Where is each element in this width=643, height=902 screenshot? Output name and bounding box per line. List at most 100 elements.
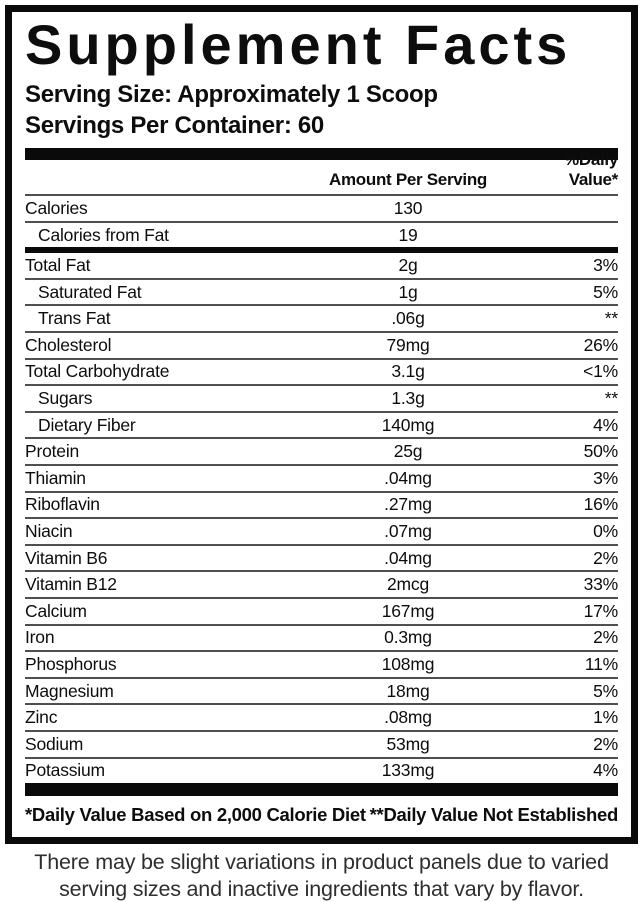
- column-header-amount: Amount Per Serving: [328, 170, 488, 190]
- nutrient-row: Phosphorus 108mg 11%: [25, 652, 618, 679]
- nutrient-amount: .04mg: [384, 467, 432, 488]
- nutrient-amount: 2g: [398, 255, 418, 276]
- nutrient-row: Calories 130: [25, 196, 618, 223]
- nutrient-daily-value: 26%: [583, 334, 619, 355]
- nutrient-daily-value: <1%: [583, 361, 618, 382]
- servings-per-container-text: Servings Per Container: 60: [25, 112, 324, 140]
- nutrient-name: Total Fat: [25, 255, 91, 276]
- nutrient-amount: 53mg: [386, 733, 430, 754]
- nutrient-daily-value: 4%: [593, 414, 618, 435]
- nutrient-row: Riboflavin .27mg 16%: [25, 493, 618, 520]
- nutrient-name: Potassium: [25, 760, 105, 781]
- supplement-facts-panel: Supplement Facts Serving Size: Approxima…: [5, 5, 638, 845]
- nutrient-row: Iron 0.3mg 2%: [25, 626, 618, 653]
- nutrient-name: Calcium: [25, 600, 87, 621]
- nutrient-name: Trans Fat: [38, 308, 111, 329]
- nutrient-name: Dietary Fiber: [38, 414, 136, 435]
- nutrient-row: Total Fat 2g 3%: [25, 253, 618, 280]
- nutrient-daily-value: 3%: [593, 467, 618, 488]
- nutrient-row: Sodium 53mg 2%: [25, 732, 618, 759]
- nutrient-name: Sugars: [38, 388, 93, 409]
- nutrient-daily-value: 33%: [583, 574, 619, 595]
- nutrient-table: Calories 130 Calories from Fat 19 Total …: [25, 196, 618, 783]
- divider-thick-top: [25, 148, 618, 161]
- nutrient-amount: 140mg: [381, 414, 435, 435]
- nutrient-row: Trans Fat .06g **: [25, 306, 618, 334]
- nutrient-row: Calories from Fat 19: [25, 223, 618, 248]
- nutrient-amount: 2mcg: [387, 574, 429, 595]
- nutrient-name: Iron: [25, 627, 55, 648]
- nutrient-amount: 130: [393, 197, 423, 218]
- divider-thick-mid: [25, 247, 618, 254]
- nutrient-row: Vitamin B6 .04mg 2%: [25, 546, 618, 573]
- nutrient-daily-value: **: [604, 388, 618, 409]
- nutrient-daily-value: 2%: [593, 733, 618, 754]
- nutrient-row: Calcium 167mg 17%: [25, 599, 618, 626]
- nutrient-row: Magnesium 18mg 5%: [25, 679, 618, 706]
- nutrient-row: Vitamin B12 2mcg 33%: [25, 572, 619, 600]
- nutrient-name: Vitamin B12: [25, 574, 117, 595]
- nutrient-amount: 167mg: [381, 600, 435, 621]
- nutrient-daily-value: 1%: [593, 707, 618, 728]
- divider-thick-bottom: [25, 783, 618, 797]
- nutrient-name: Cholesterol: [25, 334, 112, 355]
- nutrient-name: Sodium: [25, 733, 84, 754]
- nutrient-amount: 133mg: [381, 760, 435, 781]
- nutrient-name: Magnesium: [25, 680, 114, 701]
- nutrient-daily-value: 5%: [593, 680, 618, 701]
- nutrient-row: Protein 25g 50%: [25, 439, 619, 467]
- nutrient-amount: 1.3g: [391, 388, 425, 409]
- nutrient-row: Cholesterol 79mg 26%: [25, 333, 618, 360]
- nutrient-daily-value: 16%: [583, 494, 619, 515]
- nutrient-daily-value: 5%: [593, 281, 618, 302]
- nutrient-name: Thiamin: [25, 467, 86, 488]
- nutrient-name: Niacin: [25, 521, 73, 542]
- nutrient-amount: 3.1g: [391, 361, 425, 382]
- disclaimer: There may be slight variations in produc…: [0, 849, 643, 902]
- nutrient-row: Total Carbohydrate 3.1g <1%: [25, 360, 618, 387]
- nutrient-daily-value: 11%: [584, 654, 618, 674]
- nutrient-daily-value: 50%: [583, 441, 619, 462]
- nutrient-name: Riboflavin: [25, 494, 100, 515]
- nutrient-row: Niacin .07mg 0%: [25, 519, 618, 546]
- nutrient-daily-value: 2%: [593, 547, 618, 568]
- nutrient-daily-value: 3%: [593, 255, 618, 276]
- nutrient-amount: 0.3mg: [384, 627, 432, 648]
- serving-info: Serving Size: Approximately 1 Scoop Serv…: [25, 79, 618, 141]
- nutrient-daily-value: 2%: [593, 627, 618, 648]
- footnote-daily-value-not-established: **Daily Value Not Established: [369, 804, 619, 826]
- panel-title: Supplement Facts: [25, 13, 572, 76]
- serving-size-text: Serving Size: Approximately 1 Scoop: [25, 81, 438, 109]
- nutrient-amount: .04mg: [384, 547, 432, 568]
- nutrient-row: Zinc .08mg 1%: [25, 705, 618, 732]
- nutrient-daily-value: 17%: [583, 600, 619, 621]
- table-header-row: Amount Per Serving %Daily Value*: [25, 150, 618, 197]
- nutrient-daily-value: 0%: [593, 521, 618, 542]
- nutrient-amount: .08mg: [384, 707, 432, 728]
- nutrient-daily-value: 4%: [593, 760, 618, 781]
- nutrient-name: Total Carbohydrate: [25, 361, 170, 382]
- disclaimer-line-2: serving sizes and inactive ingredients t…: [59, 877, 584, 902]
- nutrient-name: Calories from Fat: [38, 224, 169, 245]
- footnote-daily-value-basis: *Daily Value Based on 2,000 Calorie Diet: [25, 804, 366, 826]
- nutrient-name: Protein: [25, 441, 80, 462]
- nutrient-amount: .07mg: [384, 521, 432, 542]
- nutrient-amount: .06g: [391, 308, 425, 329]
- nutrient-name: Calories: [25, 197, 88, 218]
- footnotes: *Daily Value Based on 2,000 Calorie Diet…: [25, 796, 618, 837]
- nutrient-amount: 19: [398, 224, 418, 245]
- nutrient-row: Saturated Fat 1g 5%: [25, 280, 618, 307]
- nutrient-amount: 79mg: [386, 334, 430, 355]
- nutrient-row: Sugars 1.3g **: [25, 386, 618, 413]
- nutrient-amount: .27mg: [384, 494, 432, 515]
- nutrient-name: Saturated Fat: [38, 281, 142, 302]
- nutrient-amount: 18mg: [386, 680, 430, 701]
- nutrient-daily-value: **: [604, 308, 618, 329]
- nutrient-amount: 1g: [398, 281, 418, 302]
- nutrient-amount: 25g: [393, 441, 423, 462]
- nutrient-name: Phosphorus: [25, 654, 117, 674]
- nutrient-name: Zinc: [25, 707, 58, 728]
- column-header-daily-value: %Daily Value*: [564, 150, 618, 190]
- nutrient-name: Vitamin B6: [25, 547, 108, 568]
- nutrient-row: Dietary Fiber 140mg 4%: [25, 413, 618, 440]
